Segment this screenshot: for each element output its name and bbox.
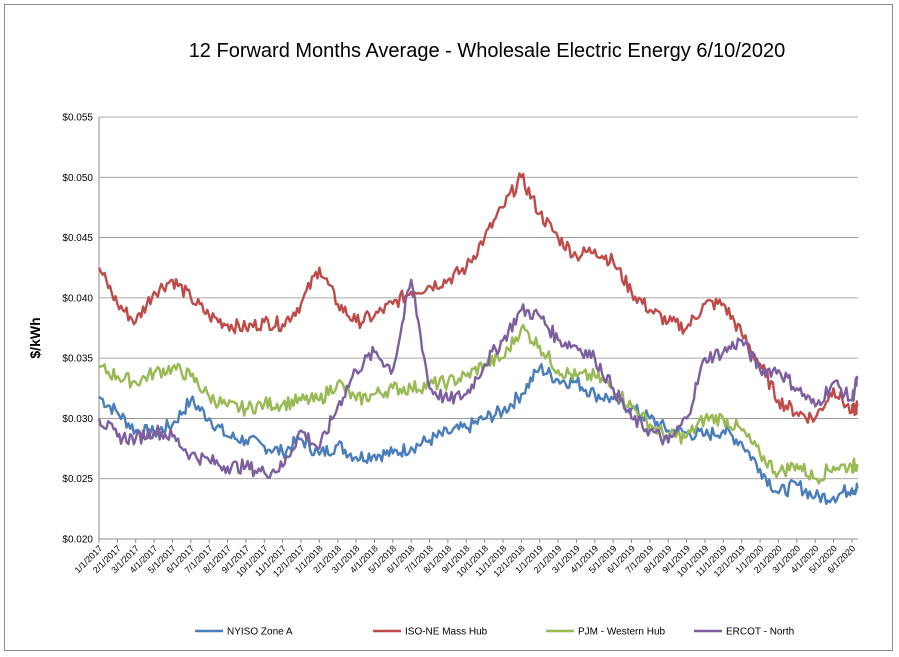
gridlines [98, 116, 858, 540]
series-line-0 [98, 363, 859, 505]
legend: NYISO Zone A ISO-NE Mass Hub PJM - Western… [195, 627, 794, 638]
y-tick-label: $0.040 [62, 293, 93, 304]
legend-label-0: NYISO Zone A [227, 627, 293, 638]
y-tick-label: $0.030 [62, 414, 93, 425]
x-tick-labels: 1/1/20172/1/20173/1/20174/1/20175/1/2017… [73, 539, 857, 579]
chart-title: 12 Forward Months Average - Wholesale El… [189, 40, 786, 62]
y-tick-label: $0.045 [62, 233, 93, 244]
y-tick-label: $0.020 [62, 535, 93, 546]
series-line-1 [97, 172, 859, 424]
y-tick-label: $0.055 [62, 113, 93, 124]
legend-label-3: ERCOT - North [726, 627, 794, 638]
legend-label-2: PJM - Western Hub [578, 627, 665, 638]
y-tick-label: $0.025 [62, 474, 93, 485]
chart-frame: 12 Forward Months Average - Wholesale El… [4, 4, 893, 651]
legend-label-1: ISO-NE Mass Hub [405, 627, 488, 638]
y-axis-label: $/kWh [27, 317, 43, 358]
y-tick-label: $0.035 [62, 354, 93, 365]
y-tick-label: $0.050 [62, 173, 93, 184]
y-tick-labels: $0.020 $0.025 $0.030 $0.035 $0.040 $0.045 $0.0… [62, 113, 93, 546]
series-lines [97, 172, 859, 505]
series-line-3 [97, 278, 859, 479]
chart-svg: 12 Forward Months Average - Wholesale El… [27, 40, 859, 638]
